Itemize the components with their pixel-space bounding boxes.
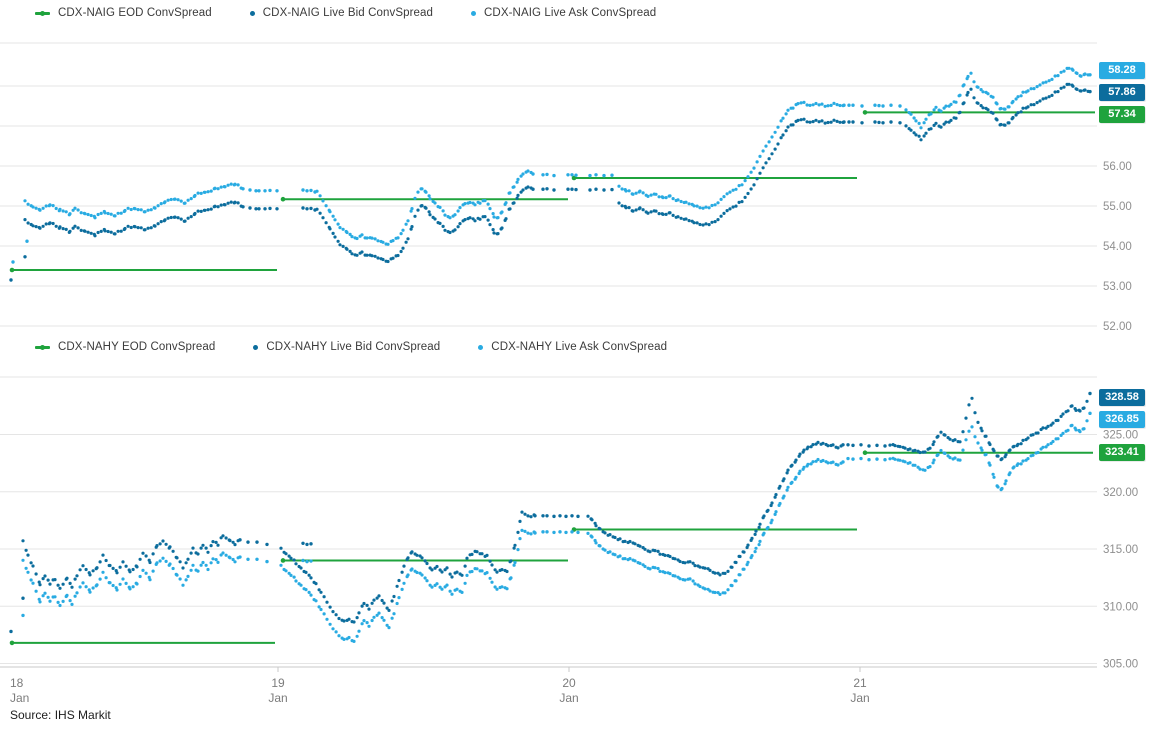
- y-tick-label: 325.00: [1103, 430, 1138, 442]
- value-badge-naig-eod: 57.34: [1099, 106, 1145, 123]
- ask-dot-marker-icon: [478, 344, 484, 350]
- series-cdx-naig-live-ask-convspread: [11, 66, 1092, 264]
- legend-item-nahy-ask[interactable]: CDX-NAHY Live Ask ConvSpread: [478, 341, 667, 353]
- x-tick-day: 19: [271, 676, 285, 690]
- chart-CDX-NAHY: 325.00 320.00 315.00 310.00 305.00: [0, 376, 1138, 671]
- x-tick-day: 20: [562, 676, 576, 690]
- eod-line-marker-icon: [35, 344, 50, 350]
- legend-nahy: CDX-NAHY EOD ConvSpread CDX-NAHY Live Bi…: [35, 339, 667, 355]
- x-tick-month: Jan: [559, 691, 578, 705]
- y-tick-label: 52.00: [1103, 321, 1132, 333]
- y-tick-label: 54.00: [1103, 241, 1132, 253]
- chart-CDX-NAIG: 56.00 55.00 54.00 53.00 52.00: [0, 42, 1132, 333]
- y-tick-label: 53.00: [1103, 281, 1132, 293]
- value-badge-naig-bid: 57.86: [1099, 84, 1145, 101]
- legend-item-naig-bid[interactable]: CDX-NAIG Live Bid ConvSpread: [249, 7, 434, 19]
- series-cdx-nahy-eod-convspread: [9, 450, 1093, 646]
- x-tick-month: Jan: [850, 691, 869, 705]
- x-tick-day: 21: [853, 676, 867, 690]
- y-tick-label: 305.00: [1103, 659, 1138, 671]
- y-tick-label: 320.00: [1103, 487, 1138, 499]
- y-tick-label: 310.00: [1103, 601, 1138, 613]
- x-tick-month: Jan: [10, 691, 29, 705]
- y-tick-label: 315.00: [1103, 544, 1138, 556]
- ask-dot-marker-icon: [471, 10, 477, 16]
- legend-label: CDX-NAIG Live Bid ConvSpread: [262, 7, 434, 19]
- legend-item-naig-ask[interactable]: CDX-NAIG Live Ask ConvSpread: [471, 7, 656, 19]
- legend-item-nahy-bid[interactable]: CDX-NAHY Live Bid ConvSpread: [253, 341, 440, 353]
- legend-label: CDX-NAIG EOD ConvSpread: [58, 7, 212, 19]
- bid-dot-marker-icon: [253, 344, 259, 350]
- x-tick-month: Jan: [268, 691, 287, 705]
- y-tick-label: 55.00: [1103, 201, 1132, 213]
- value-badge-naig-ask: 58.28: [1099, 62, 1145, 79]
- value-badge-nahy-bid: 328.58: [1099, 389, 1145, 406]
- value-badge-nahy-eod: 323.41: [1099, 444, 1145, 461]
- legend-label: CDX-NAHY EOD ConvSpread: [58, 341, 216, 353]
- series-cdx-nahy-live-ask-convspread: [21, 411, 1092, 644]
- eod-line-marker-icon: [35, 10, 50, 16]
- series-cdx-nahy-live-bid-convspread: [9, 391, 1092, 634]
- legend-label: CDX-NAIG Live Ask ConvSpread: [484, 7, 657, 19]
- x-tick-day: 18: [10, 676, 24, 690]
- series-cdx-naig-eod-convspread: [9, 110, 1095, 273]
- legend-naig: CDX-NAIG EOD ConvSpread CDX-NAIG Live Bi…: [35, 5, 656, 21]
- source-note: Source: IHS Markit: [10, 708, 111, 722]
- legend-label: CDX-NAHY Live Bid ConvSpread: [266, 341, 441, 353]
- series-cdx-naig-live-bid-convspread: [9, 82, 1092, 282]
- value-badge-nahy-ask: 326.85: [1099, 411, 1145, 428]
- y-tick-label: 56.00: [1103, 161, 1132, 173]
- legend-label: CDX-NAHY Live Ask ConvSpread: [491, 341, 668, 353]
- bid-dot-marker-icon: [249, 10, 255, 16]
- legend-item-naig-eod[interactable]: CDX-NAIG EOD ConvSpread: [35, 7, 212, 19]
- legend-item-nahy-eod[interactable]: CDX-NAHY EOD ConvSpread: [35, 341, 215, 353]
